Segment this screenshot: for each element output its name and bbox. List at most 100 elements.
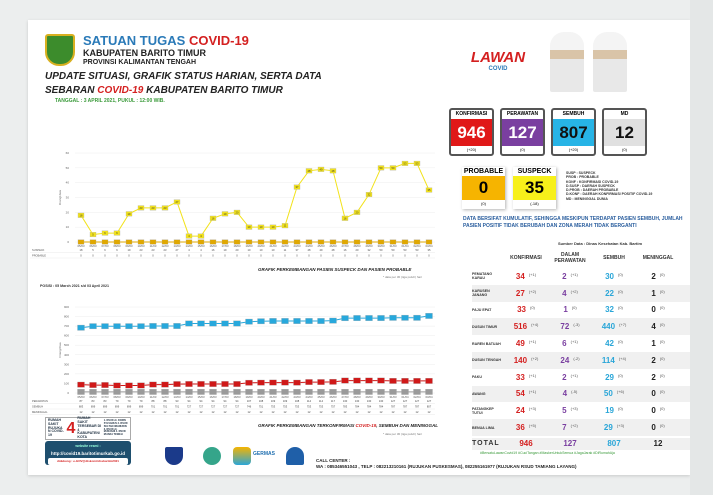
data-point	[293, 379, 301, 386]
data-label: 20	[356, 210, 359, 214]
data-point	[149, 389, 157, 395]
stat-probable: PROBABLE 0 (0)	[462, 167, 505, 209]
cell-value: 5	[562, 406, 567, 416]
data-table-value: 108	[259, 399, 264, 403]
data-table-value: 6	[116, 248, 118, 252]
infographic-card: SATUAN TUGAS COVID-19 KABUPATEN BARITO T…	[28, 20, 694, 475]
page-title: UPDATE SITUASI, GRAFIK STATUS HARIAN, SE…	[45, 70, 322, 98]
data-table-value: 94	[236, 399, 239, 403]
legend-entry: PROBABLE	[32, 254, 46, 258]
cell-value: 0	[651, 406, 656, 416]
x-tick-label: 05/03	[78, 395, 85, 399]
data-label: 10	[272, 225, 275, 229]
data-point	[425, 378, 433, 384]
cell-change: (0)	[659, 423, 665, 429]
x-tick-label: 15/03	[198, 244, 205, 248]
data-point	[245, 379, 253, 386]
y-tick-label: 300	[64, 362, 69, 366]
data-table-value: 79	[140, 399, 143, 403]
stat-value: 946	[451, 119, 492, 146]
data-table-value: 12	[332, 410, 335, 414]
cell: 24 (-2)	[548, 356, 592, 365]
data-point	[425, 187, 433, 193]
data-point	[101, 239, 109, 245]
data-point	[353, 389, 361, 395]
data-point	[149, 239, 157, 245]
data-table-value: 783	[343, 405, 348, 409]
regency-name: KABUPATEN BARITO TIMUR	[83, 48, 206, 58]
stat-value: 12	[604, 119, 645, 146]
data-point	[149, 205, 157, 211]
cell-value: 4	[562, 389, 568, 399]
data-point	[401, 314, 409, 321]
y-axis-label: Orang/Jiwa	[58, 190, 62, 206]
data-table-value: 12	[392, 410, 395, 414]
stat-value: 127	[502, 119, 543, 146]
x-tick-label: 18/03	[234, 395, 241, 399]
data-point	[341, 315, 349, 322]
table-row: KARUSEN JANANG 27 (+2) 4 (+2) 22 (0) 1 (0)	[472, 284, 694, 302]
data-label: 5	[92, 233, 94, 237]
data-point	[365, 377, 373, 384]
data-table-value: 0	[224, 254, 226, 258]
legend-entry: SUSPECK	[32, 248, 45, 252]
total-label: TOTAL	[472, 440, 500, 448]
cell-change: (+2)	[531, 355, 539, 361]
x-tick-label: 09/03	[126, 244, 133, 248]
abbrev-item: MD : MENINGGAL DUNIA	[566, 196, 608, 201]
data-label: 6	[116, 231, 118, 235]
chart-title: GRAFIK PERKEMBANGAN PASIEN SUSPECK DAN P…	[258, 267, 412, 272]
data-label: 48	[332, 169, 335, 173]
x-tick-label: 29/03	[366, 395, 373, 399]
data-point	[245, 389, 253, 395]
x-tick-label: 10/03	[138, 244, 145, 248]
data-point	[353, 377, 361, 384]
cell-value: 33	[517, 305, 526, 315]
cell-change: (0)	[659, 406, 665, 412]
stat-label: PROBABLE	[463, 168, 504, 175]
cell-value: 440	[601, 322, 616, 332]
stat-sembuh: SEMBUH 807 (+20)	[551, 108, 596, 156]
data-point	[197, 381, 205, 387]
data-table-value: 12	[104, 410, 107, 414]
x-tick-label: 07/03	[102, 244, 109, 248]
table-header: KONFIRMASI DALAM PERAWATAN SEMBUH MENINGGAL	[472, 248, 694, 268]
data-table-value: 746	[247, 405, 252, 409]
data-source: Sumber Data : Dinas Kesehatan Kab. Barti…	[558, 241, 643, 246]
data-table-value: 0	[356, 254, 358, 258]
x-tick-label: 12/03	[162, 244, 169, 248]
x-tick-label: 16/03	[210, 244, 217, 248]
cell-change: (+2)	[528, 288, 537, 294]
x-tick-label: 08/03	[114, 244, 121, 248]
cell-change: (0)	[618, 339, 623, 345]
cell-change: (+1)	[570, 339, 578, 345]
data-point	[221, 239, 229, 245]
data-point	[161, 205, 169, 211]
title-line-2: SEBARAN COVID-19 KABUPATEN BARITO TIMUR	[45, 84, 322, 98]
data-table-value: 5	[92, 248, 94, 252]
stat-change: (+20)	[466, 147, 477, 152]
data-table-value: 0	[392, 254, 394, 258]
cell: 0 (0)	[636, 423, 680, 432]
cell-change: (0)	[659, 305, 665, 311]
data-point	[389, 378, 397, 384]
total-konfirmasi: 946	[519, 439, 533, 449]
data-table-value: 12	[176, 410, 179, 414]
data-point	[161, 239, 169, 245]
data-table-value: 12	[272, 410, 275, 414]
data-point	[293, 389, 301, 395]
data-table-value: 12	[380, 410, 383, 414]
data-table-value: 79	[116, 399, 119, 403]
data-point	[89, 323, 97, 330]
data-table-value: 0	[404, 254, 406, 258]
data-point	[401, 378, 409, 384]
data-point	[161, 323, 169, 329]
data-label: 23	[140, 206, 143, 210]
data-table-value: 0	[200, 254, 202, 258]
website-link[interactable]: http://covid19.baritotimurkab.go.id	[50, 451, 125, 456]
data-point	[77, 324, 85, 331]
cell-change: (0)	[659, 339, 665, 345]
data-table-value: 48	[308, 248, 311, 252]
data-table-value: 114	[307, 399, 312, 403]
x-tick-label: 03/04	[426, 244, 433, 248]
